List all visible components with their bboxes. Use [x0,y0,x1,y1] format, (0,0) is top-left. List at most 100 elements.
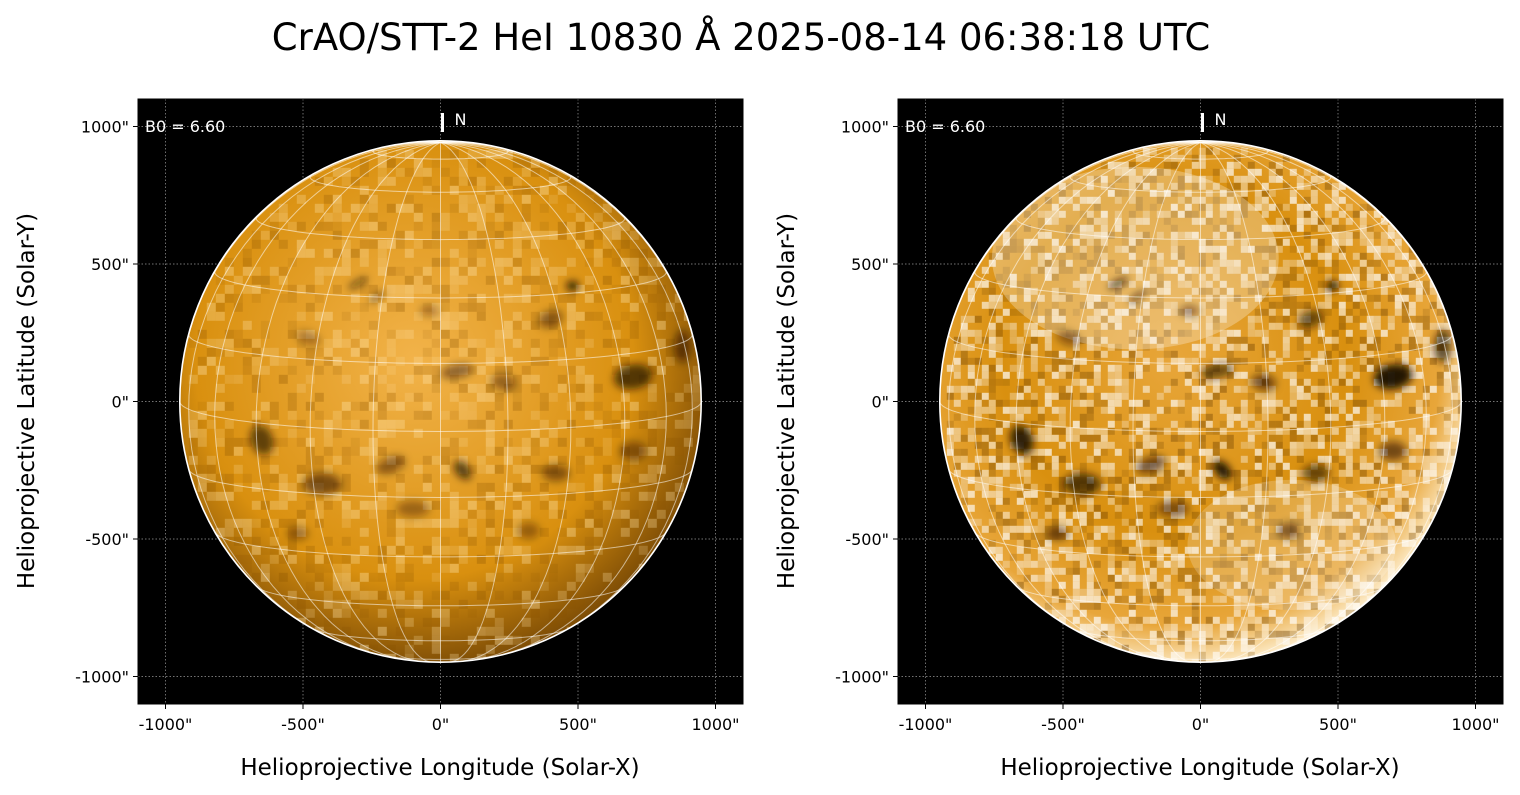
texture-cell [995,462,1003,470]
texture-cell [1205,630,1213,638]
texture-cell [1240,336,1248,344]
texture-cell [332,212,342,222]
texture-cell [1254,525,1262,533]
texture-cell [1044,336,1052,344]
texture-cell [359,527,369,537]
texture-cell [1436,441,1444,449]
texture-cell [368,500,378,510]
texture-cell [988,329,996,337]
texture-cell [458,401,468,411]
texture-cell [413,410,423,420]
texture-cell [431,356,441,366]
texture-cell [323,194,333,204]
texture-cell [377,257,387,267]
texture-cell [1086,224,1094,232]
texture-cell [1149,175,1157,183]
texture-cell [1177,196,1185,204]
texture-cell [1212,511,1220,519]
texture-cell [197,419,207,429]
texture-cell [1058,385,1066,393]
texture-cell [974,427,982,435]
texture-cell [1331,378,1339,386]
texture-cell [1219,539,1227,547]
texture-cell [1058,259,1066,267]
texture-cell [1233,406,1241,414]
texture-cell [1114,595,1122,603]
texture-cell [1261,273,1269,281]
texture-cell [1352,532,1360,540]
texture-cell [539,203,549,213]
texture-cell [1317,378,1325,386]
texture-cell [530,266,540,276]
texture-cell [1219,224,1227,232]
texture-cell [287,401,297,411]
texture-cell [584,518,594,528]
texture-cell [1142,231,1150,239]
texture-cell [1135,154,1143,162]
texture-cell [1128,182,1136,190]
texture-cell [1114,560,1122,568]
texture-cell [1324,357,1332,365]
texture-cell [1191,406,1199,414]
texture-cell [1170,560,1178,568]
texture-cell [242,257,252,267]
texture-cell [1163,560,1171,568]
texture-cell [1247,175,1255,183]
texture-cell [1324,609,1332,617]
texture-cell [1226,511,1234,519]
texture-cell [1289,441,1297,449]
texture-cell [1436,406,1444,414]
texture-cell [467,149,477,159]
texture-cell [260,482,270,492]
texture-cell [1037,217,1045,225]
texture-cell [431,536,441,546]
texture-cell [1016,371,1024,379]
texture-cell [260,572,270,582]
texture-cell [1086,581,1094,589]
texture-cell [1212,560,1220,568]
texture-cell [1128,357,1136,365]
texture-cell [1058,364,1066,372]
texture-cell [647,518,657,528]
texture-cell [1142,182,1150,190]
texture-cell [350,338,360,348]
texture-cell [503,563,513,573]
texture-cell [647,293,657,303]
dark-feature [1379,441,1407,461]
texture-cell [967,287,975,295]
texture-cell [1408,308,1416,316]
texture-cell [1219,595,1227,603]
texture-cell [557,545,567,555]
texture-cell [224,419,234,429]
texture-cell [656,302,666,312]
texture-cell [1303,329,1311,337]
texture-cell [1338,364,1346,372]
texture-cell [1324,336,1332,344]
texture-cell [1065,364,1073,372]
texture-cell [368,365,378,375]
texture-cell [206,464,216,474]
texture-cell [215,365,225,375]
texture-cell [341,257,351,267]
texture-cell [287,428,297,438]
texture-cell [988,371,996,379]
texture-cell [503,320,513,330]
texture-cell [1331,581,1339,589]
dark-feature [1213,460,1232,480]
texture-cell [395,284,405,294]
texture-cell [1366,322,1374,330]
texture-cell [1254,308,1262,316]
texture-cell [1051,434,1059,442]
texture-cell [988,280,996,288]
b0-label: B0 = 6.60 [145,117,225,136]
texture-cell [341,635,351,645]
texture-cell [1114,189,1122,197]
texture-cell [1317,280,1325,288]
texture-cell [981,434,989,442]
texture-cell [1373,455,1381,463]
texture-cell [1303,574,1311,582]
texture-cell [981,525,989,533]
texture-cell [323,248,333,258]
texture-cell [395,419,405,429]
texture-cell [377,302,387,312]
